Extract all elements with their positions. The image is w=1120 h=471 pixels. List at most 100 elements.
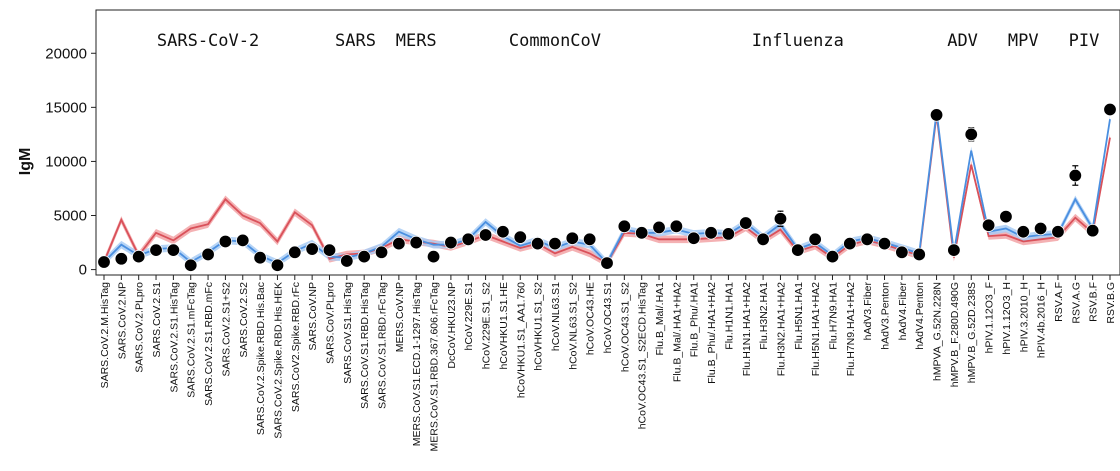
y-tick-label: 10000 bbox=[45, 153, 87, 170]
data-points bbox=[97, 102, 1117, 272]
data-point bbox=[374, 245, 389, 259]
x-category-label: hCoV.OC43.HE bbox=[585, 282, 597, 355]
data-point bbox=[617, 219, 632, 234]
data-point bbox=[739, 216, 753, 230]
x-category-label: SARS.CoV.S1.HisTag bbox=[342, 282, 354, 384]
data-point bbox=[461, 232, 475, 247]
series-band-1 bbox=[104, 111, 1110, 267]
x-category-label: hCoVHKU1.S1.HE bbox=[498, 282, 510, 370]
x-category-label: hPIV.1.12O3_F bbox=[984, 282, 996, 353]
x-category-label: hCoV.OC43.S1_S2 bbox=[619, 282, 631, 372]
data-point bbox=[496, 225, 510, 239]
data-point bbox=[253, 250, 267, 265]
data-point bbox=[652, 220, 666, 235]
x-category-label: SARS.CoV.2.Spike.RBD.His.Bac bbox=[255, 282, 267, 435]
y-axis: 0 5000 10000 15000 20000 bbox=[45, 45, 96, 279]
y-axis-label: IgM bbox=[17, 148, 34, 176]
x-category-label: hCoV.NL63.S1_S2 bbox=[567, 282, 579, 370]
group-label: ADV bbox=[947, 31, 978, 51]
x-category-label: SARS.CoV.2.S1.RBD.mFc bbox=[203, 282, 215, 406]
data-point bbox=[513, 230, 527, 244]
data-point bbox=[530, 236, 545, 251]
data-point bbox=[305, 242, 319, 256]
x-category-label: DcCoV.HKU23.NP bbox=[446, 282, 458, 369]
data-point bbox=[947, 243, 961, 257]
data-point bbox=[860, 232, 874, 247]
group-label: CommonCoV bbox=[509, 31, 601, 51]
x-category-label: RSV.A.F bbox=[1053, 282, 1065, 322]
data-point bbox=[218, 234, 233, 249]
data-point bbox=[444, 235, 458, 250]
x-category-label: hPIV.3.2010_H bbox=[1018, 282, 1030, 352]
x-category-label: Flu.H5N1.HA1 bbox=[793, 282, 805, 350]
x-category-label: SARS.CoV2.Spike.RBD.rFc bbox=[290, 282, 302, 412]
series-band-2 bbox=[104, 107, 1110, 267]
x-category-label: Flu.H5N1.HA1+HA2 bbox=[810, 282, 822, 376]
x-category-label: MERS.CoV.S1.RBD.367.606.rFcTag bbox=[429, 282, 441, 452]
data-point bbox=[825, 249, 840, 264]
group-label: Influenza bbox=[752, 31, 844, 51]
x-category-label: RSV.A.G bbox=[1070, 282, 1082, 324]
x-category-label: SARS.CoV.2.NP bbox=[116, 282, 128, 359]
y-tick-label: 5000 bbox=[54, 208, 87, 225]
group-label: SARS bbox=[335, 31, 376, 51]
x-category-label: MERS.CoV.S1.ECD.1-1297.HisTag bbox=[411, 282, 423, 446]
x-category-label: SARS.CoV.2.S2 bbox=[238, 282, 250, 358]
x-category-label: hAdV4.Fiber bbox=[897, 282, 909, 341]
group-label: PIV bbox=[1069, 31, 1100, 51]
data-point bbox=[288, 245, 302, 259]
data-point bbox=[97, 255, 111, 269]
y-tick-label: 15000 bbox=[45, 99, 87, 116]
x-category-label: hAdV3.Fiber bbox=[862, 282, 874, 341]
data-point bbox=[426, 249, 441, 264]
data-point bbox=[131, 249, 146, 264]
series-bands bbox=[104, 107, 1110, 267]
x-category-label: Flu.H7N9.HA1 bbox=[828, 282, 840, 350]
x-category-label: SARS.CoV.PLpro bbox=[325, 282, 337, 364]
data-point bbox=[201, 247, 215, 262]
data-point bbox=[895, 245, 909, 259]
x-category-label: Flu.H7N9.HA1+HA2 bbox=[845, 282, 857, 376]
data-point bbox=[964, 127, 978, 142]
x-category-label: RSV.B.F bbox=[1088, 282, 1100, 322]
data-point bbox=[721, 227, 736, 241]
x-category-label: RSV.B.G bbox=[1105, 282, 1117, 324]
x-category-label: hCoV.OC43.S1 bbox=[602, 282, 614, 354]
data-point bbox=[687, 231, 701, 245]
data-point bbox=[166, 243, 181, 257]
x-category-label: hPIV.4b.2016_H bbox=[1036, 282, 1048, 358]
data-point bbox=[1016, 225, 1030, 239]
x-category-label: SARS.CoV.2.PLpro bbox=[134, 282, 146, 373]
data-point bbox=[843, 236, 857, 251]
data-point bbox=[1068, 168, 1083, 183]
data-point bbox=[1033, 221, 1048, 236]
data-point bbox=[322, 243, 337, 257]
x-category-label: hAdV3.Penton bbox=[880, 282, 892, 350]
data-point bbox=[981, 218, 996, 232]
x-category-label: MERS.CoV.NP bbox=[394, 282, 406, 352]
series-lines bbox=[103, 111, 1111, 265]
data-point bbox=[270, 258, 285, 272]
group-label: MPV bbox=[1008, 31, 1039, 51]
data-point bbox=[582, 232, 597, 247]
x-category-label: hCoV.NL63.S1 bbox=[550, 282, 562, 351]
x-axis-category-labels: SARS.CoV.2.M.HisTag SARS.CoV.2.NP SARS.CoV… bbox=[99, 275, 1117, 451]
data-point bbox=[912, 247, 926, 262]
data-point bbox=[877, 236, 892, 251]
x-category-label: SARS.CoV.2.S1 bbox=[151, 282, 163, 358]
x-category-label: hCoVHKU1.S1_S2 bbox=[533, 282, 545, 371]
data-point bbox=[409, 235, 423, 250]
data-point bbox=[565, 231, 580, 245]
x-category-label: Flu.B_Phu/.HA1 bbox=[689, 282, 701, 357]
x-category-label: hAdV4.Penton bbox=[914, 282, 926, 350]
x-category-label: hMPVA_G.52N.228N bbox=[932, 282, 944, 381]
group-labels: SARS-CoV-2 SARS MERS CommonCoV Influenza ADV M… bbox=[157, 31, 1100, 51]
x-category-label: hCoV.229E.S1 bbox=[463, 282, 475, 351]
series-line-1 bbox=[103, 114, 1111, 265]
data-point bbox=[634, 226, 649, 240]
plot-frame bbox=[95, 9, 1120, 276]
data-point bbox=[392, 236, 406, 251]
data-point bbox=[756, 232, 770, 247]
x-category-label: SARS.CoV.2.S1+S2 bbox=[220, 282, 232, 377]
